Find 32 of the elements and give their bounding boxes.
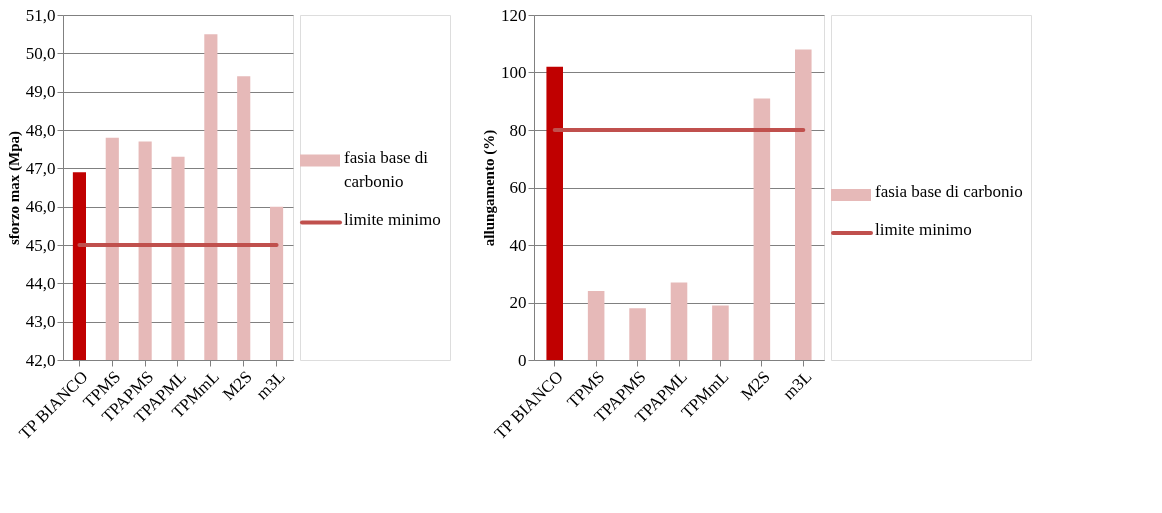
bar: [712, 305, 729, 360]
y-tick-label: 46,0: [25, 197, 56, 217]
bar: [546, 66, 563, 360]
y-axis-title: allungamento (%): [481, 129, 498, 247]
legend-label: fasia base di carbonio: [344, 147, 429, 191]
y-tick-label: 49,0: [25, 82, 56, 102]
bar: [670, 282, 688, 360]
bar: [587, 291, 605, 360]
x-tick-label: m3L: [252, 367, 289, 404]
y-tick-label: 45,0: [25, 235, 56, 255]
bar: [753, 98, 771, 360]
y-tick-label: 50,0: [25, 43, 56, 63]
y-tick-label: 43,0: [25, 312, 56, 332]
y-tick-label: 80: [509, 120, 527, 140]
x-tick-label: m3L: [779, 367, 816, 404]
y-tick-label: 42,0: [25, 350, 56, 370]
bar: [795, 49, 812, 360]
y-tick-label: 100: [501, 63, 527, 82]
y-tick-label: 48,0: [25, 120, 56, 140]
legend-label: limite minimo: [875, 220, 972, 240]
y-tick-label: 44,0: [25, 273, 56, 293]
y-tick-label: 120: [501, 5, 527, 25]
y-tick-label: 0: [518, 350, 527, 370]
legend-label: limite minimo: [344, 209, 441, 229]
y-tick-label: 47,0: [25, 158, 56, 178]
y-tick-label: 40: [509, 235, 527, 255]
y-tick-label: 60: [509, 178, 527, 197]
legend-label: fasia base di carbonio: [875, 182, 1023, 202]
y-axis-title: sforzo max (Mpa): [5, 130, 23, 246]
y-tick-label: 20: [509, 293, 527, 312]
bar: [629, 308, 646, 360]
y-tick-label: 51,0: [25, 5, 56, 25]
